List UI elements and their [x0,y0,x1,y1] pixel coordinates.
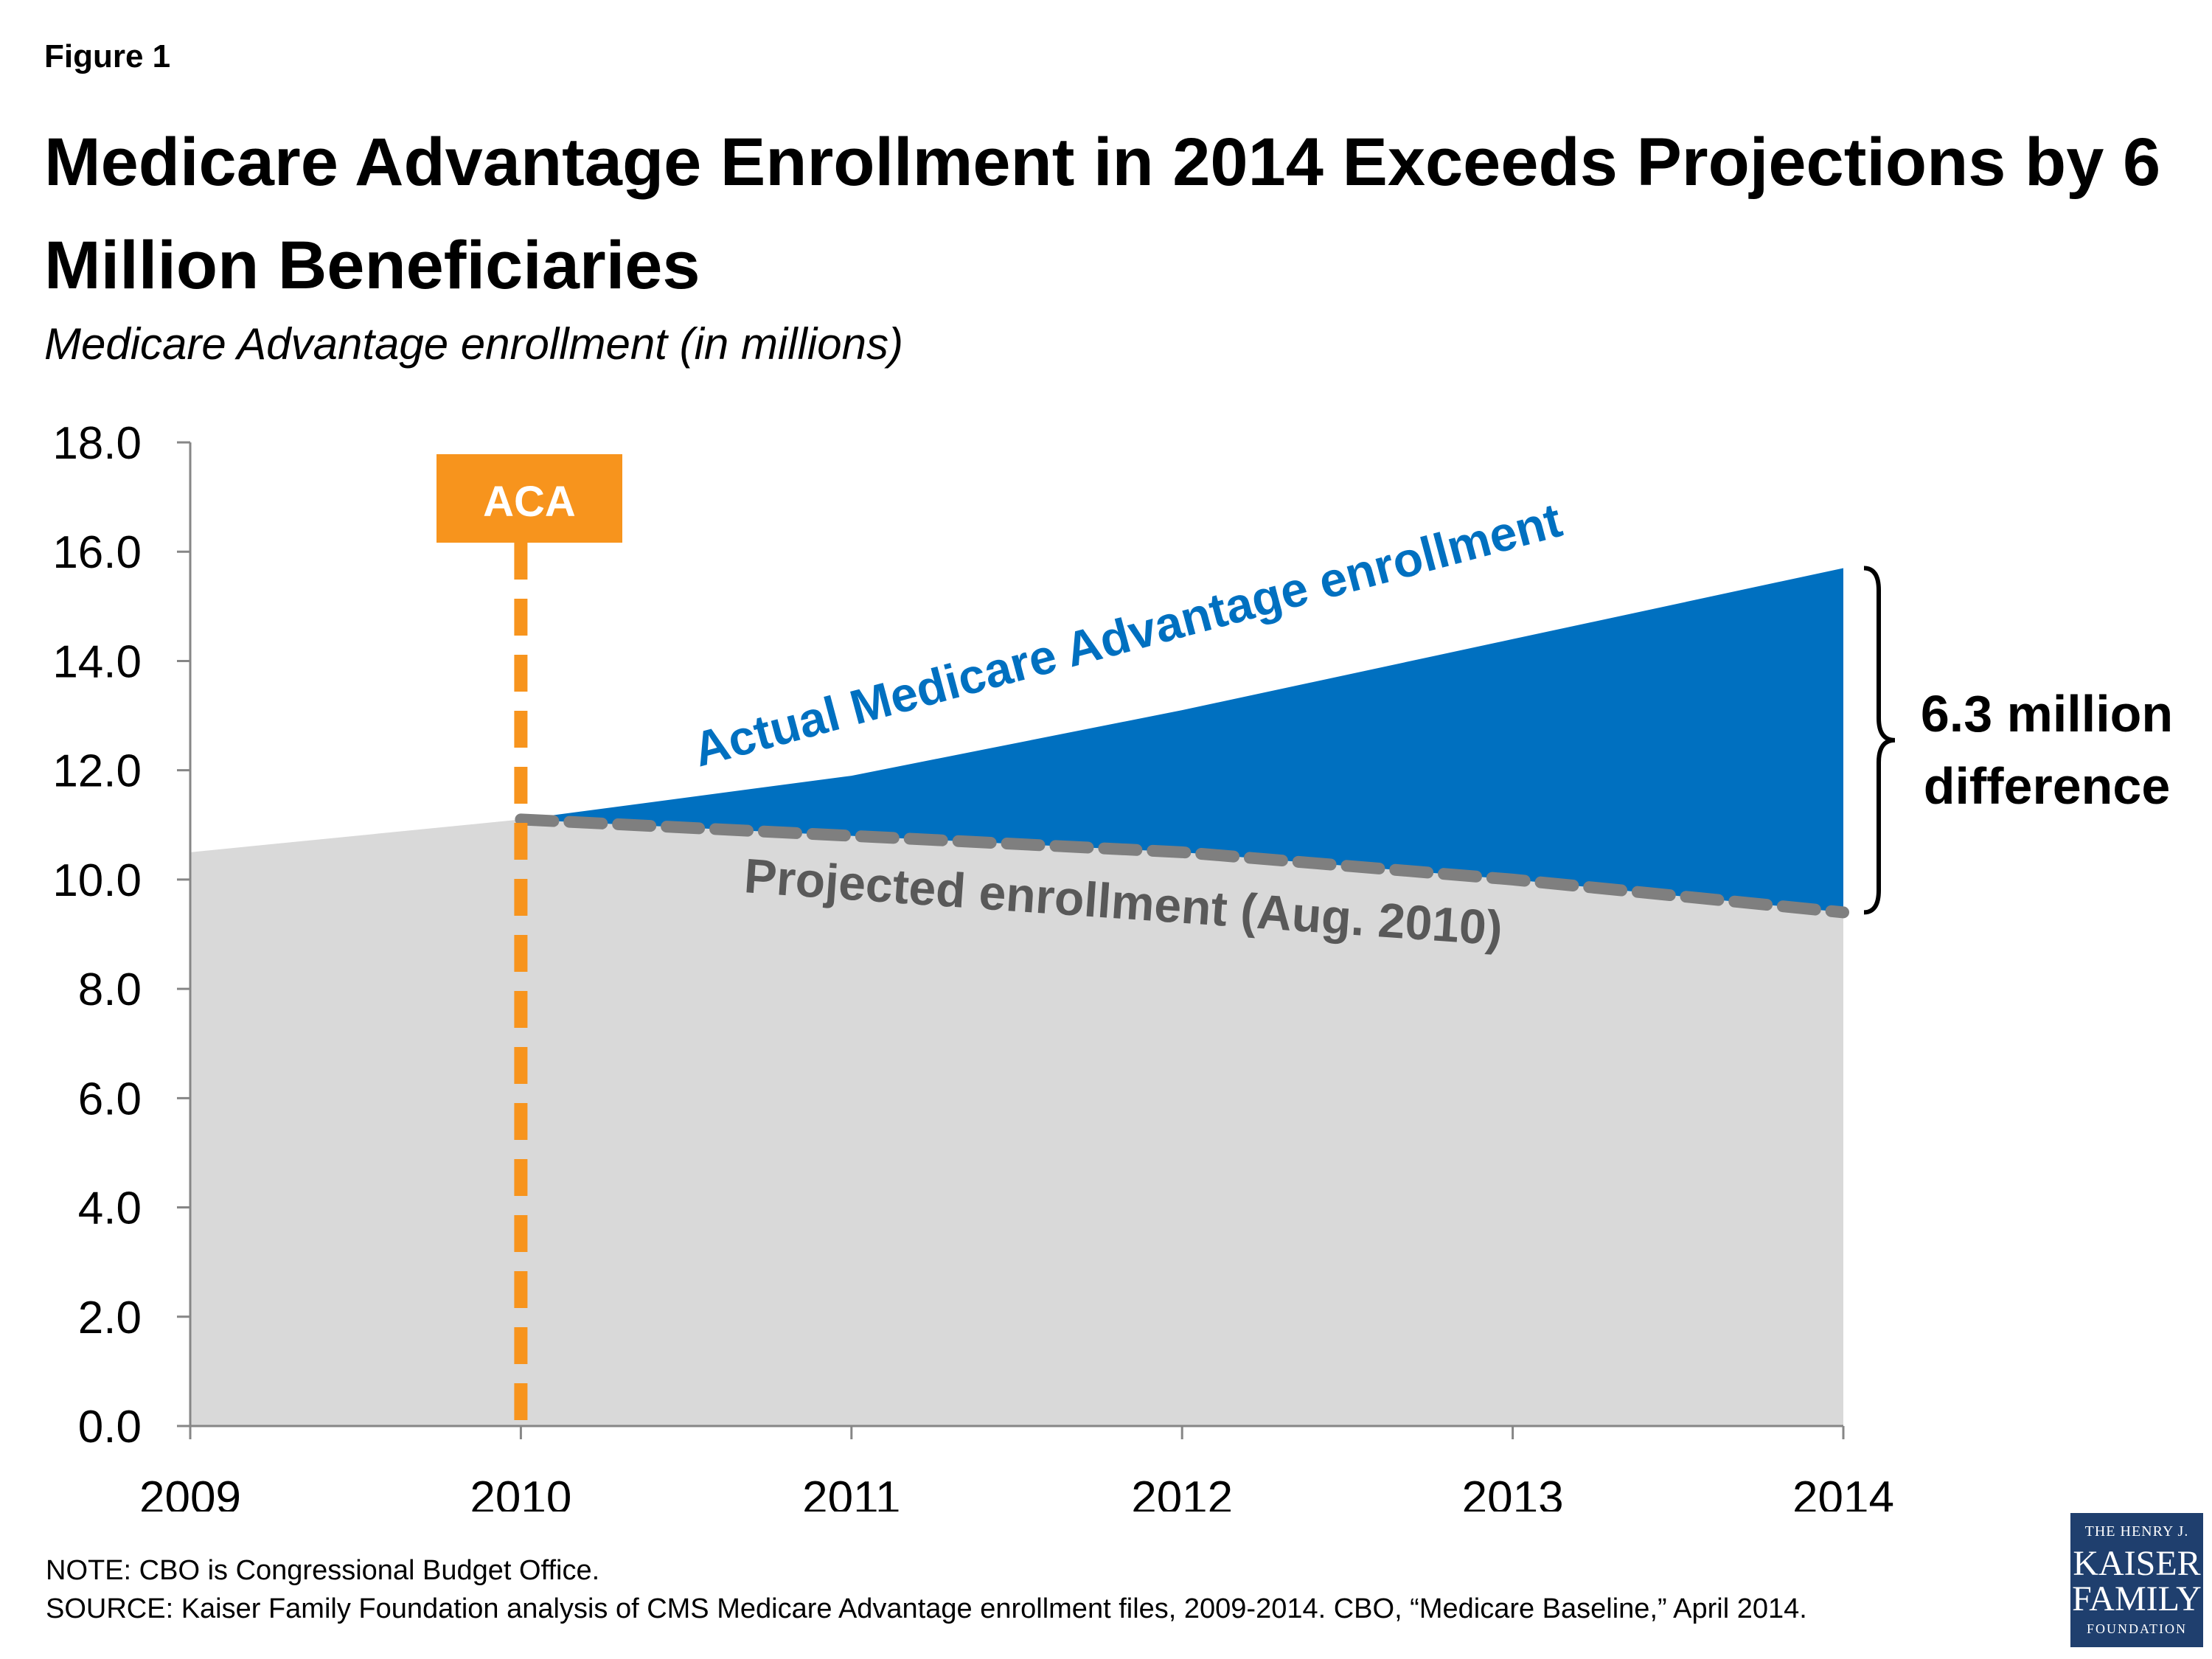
x-tick-label: 2011 [802,1472,900,1512]
logo-line-4: FOUNDATION [2087,1621,2187,1636]
y-tick-label: 16.0 [52,527,142,578]
x-tick-label: 2014 [1792,1472,1894,1512]
x-tick-label: 2013 [1462,1472,1564,1512]
y-tick-label: 4.0 [78,1183,142,1234]
y-tick-label: 18.0 [52,418,142,469]
y-tick-label: 10.0 [52,855,142,906]
logo-line-3: FAMILY [2072,1579,2202,1618]
figure-label: Figure 1 [44,38,171,74]
chart-subtitle: Medicare Advantage enrollment (in millio… [44,319,903,369]
footnote: NOTE: CBO is Congressional Budget Office… [46,1551,1807,1628]
y-tick-label: 12.0 [52,746,142,797]
note-text: NOTE: CBO is Congressional Budget Office… [46,1555,600,1586]
chart-title: Medicare Advantage Enrollment in 2014 Ex… [44,125,2161,303]
y-tick-label: 2.0 [78,1293,142,1343]
logo-line-1: THE HENRY J. [2084,1523,2189,1540]
actual-enrollment-area [521,568,1843,913]
kff-logo: THE HENRY J. KAISER FAMILY FOUNDATION [2070,1513,2203,1647]
x-tick-label: 2010 [470,1472,571,1512]
y-tick-label: 6.0 [78,1074,142,1124]
logo-line-2: KAISER [2073,1544,2201,1583]
projected-enrollment-line [515,813,1849,919]
y-tick-label: 0.0 [78,1402,142,1453]
x-tick-label: 2012 [1131,1472,1233,1512]
difference-label-line-1: 6.3 million [1921,685,2173,742]
y-tick-label: 14.0 [52,636,142,687]
aca-box [437,454,622,543]
difference-label-line-2: difference [1924,757,2171,815]
aca-label: ACA [483,478,576,526]
difference-brace [1863,566,1896,915]
enrollment-area-chart: 0.0 2.0 4.0 6.0 8.0 10.0 12.0 14.0 16.0 18.0 2009 2… [52,418,2173,1512]
x-tick-label: 2009 [139,1472,241,1512]
baseline-area [190,819,1843,1426]
source-text: SOURCE: Kaiser Family Foundation analysi… [46,1593,1807,1624]
y-tick-label: 8.0 [78,964,142,1015]
